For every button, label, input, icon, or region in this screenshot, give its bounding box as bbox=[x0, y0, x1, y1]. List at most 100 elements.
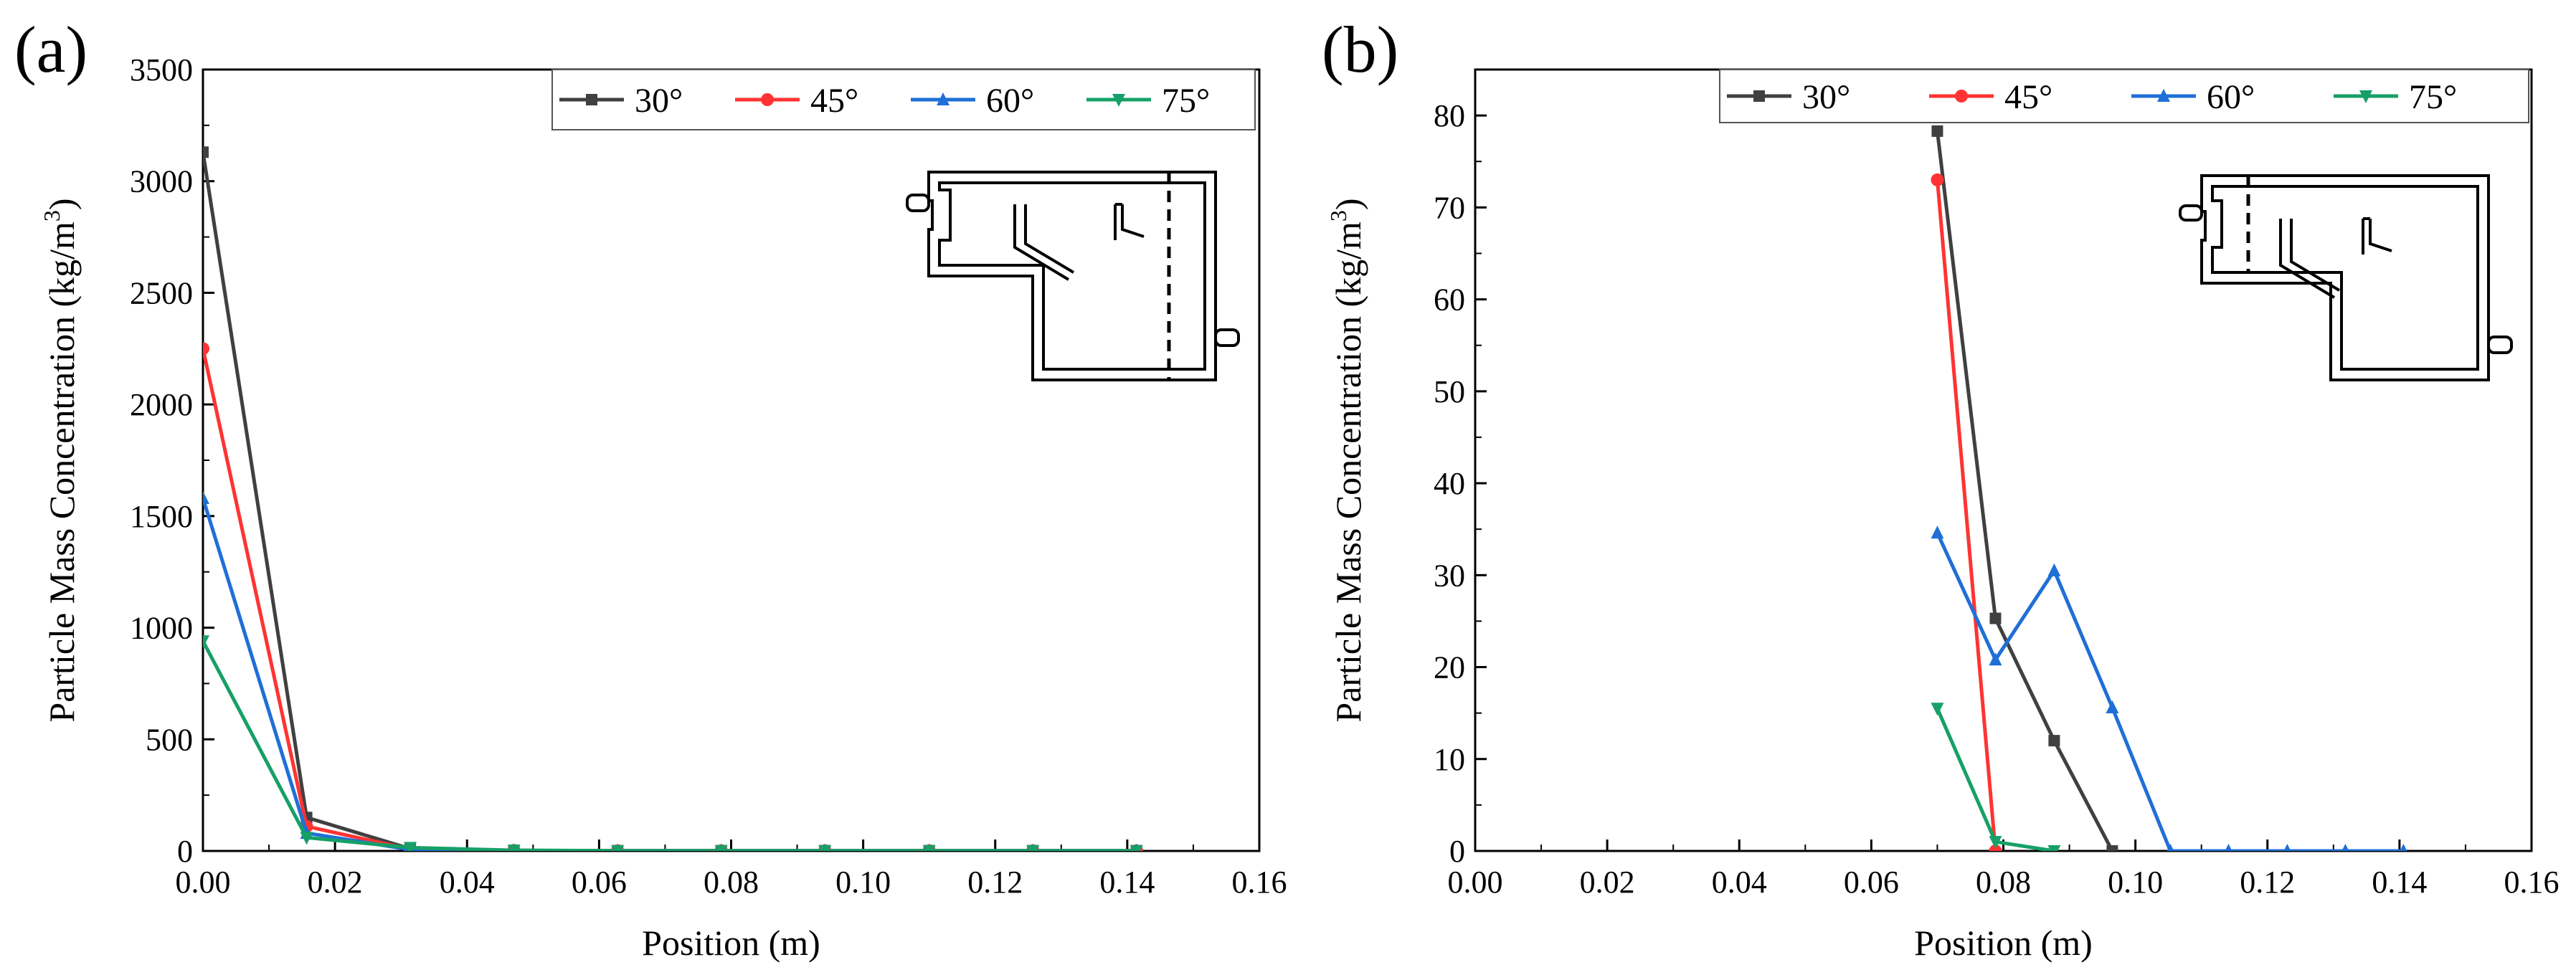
y-tick-label: 0 bbox=[1449, 834, 1465, 869]
data-point bbox=[2106, 845, 2118, 851]
legend-label: 60° bbox=[2207, 78, 2255, 116]
data-point bbox=[203, 490, 209, 504]
data-point bbox=[1931, 525, 1944, 539]
data-point bbox=[1753, 90, 1765, 102]
outlet-pipe bbox=[1214, 328, 1240, 347]
legend-label: 45° bbox=[2004, 78, 2052, 116]
data-point bbox=[714, 845, 728, 851]
x-tick-label: 0.04 bbox=[440, 865, 495, 900]
data-point bbox=[1989, 612, 2002, 624]
chamber-inner-wall bbox=[938, 181, 1206, 371]
legend-label: 75° bbox=[2409, 78, 2457, 116]
data-point bbox=[2283, 844, 2291, 851]
y-axis-label-superscript: 3 bbox=[39, 210, 65, 222]
data-point bbox=[203, 635, 209, 649]
series-45deg bbox=[203, 342, 1143, 851]
x-tick-label: 0.06 bbox=[572, 865, 627, 900]
chamber-inner-wall bbox=[2211, 185, 2479, 371]
chart-panel-a: (a) 0.00 0.02 0.04 0.06 0.08 0.10 0.12 0.14 0.16 0… bbox=[14, 13, 1287, 963]
y-tick-label: 20 bbox=[1434, 650, 1465, 685]
data-point bbox=[1931, 173, 1944, 186]
y-tick-label: 60 bbox=[1434, 282, 1465, 318]
y-tick-label: 50 bbox=[1434, 374, 1465, 409]
data-point bbox=[1955, 90, 1968, 103]
data-point bbox=[761, 93, 774, 106]
data-point bbox=[2359, 90, 2372, 103]
data-point bbox=[1130, 845, 1143, 851]
panel-label: (b) bbox=[1322, 13, 1398, 86]
data-point bbox=[1026, 845, 1040, 851]
series-45deg bbox=[1931, 173, 2002, 851]
series-line bbox=[1936, 708, 2055, 851]
y-tick-label: 3500 bbox=[130, 52, 193, 87]
data-point bbox=[2106, 700, 2119, 713]
series-60deg bbox=[203, 490, 1140, 851]
x-tick-label: 0.12 bbox=[967, 865, 1023, 900]
y-axis-label-main: Particle Mass Concentration (kg/m bbox=[1328, 222, 1368, 723]
inlet-pipe bbox=[906, 194, 930, 212]
series-line bbox=[203, 151, 1137, 851]
y-tick-label: 30 bbox=[1434, 558, 1465, 593]
y-tick-label: 40 bbox=[1434, 466, 1465, 501]
y-axis-label-superscript: 3 bbox=[1325, 210, 1351, 222]
x-tick-label: 0.06 bbox=[1844, 865, 1899, 900]
y-tick-label: 500 bbox=[146, 722, 193, 757]
data-point bbox=[2047, 845, 2061, 851]
series-30deg bbox=[203, 146, 1142, 851]
y-tick-label: 80 bbox=[1434, 98, 1465, 133]
x-tick-label: 0.14 bbox=[2372, 865, 2427, 900]
data-point bbox=[203, 342, 209, 356]
data-point bbox=[1931, 703, 1944, 716]
panel-label: (a) bbox=[14, 13, 87, 86]
data-point bbox=[2341, 844, 2349, 851]
y-tick-label: 0 bbox=[177, 834, 193, 869]
series-75deg bbox=[203, 635, 1143, 851]
legend-label: 30° bbox=[1802, 78, 1850, 116]
x-tick-label: 0.08 bbox=[1976, 865, 2031, 900]
data-point bbox=[1112, 94, 1125, 107]
plot-frame bbox=[202, 68, 1261, 852]
outlet-pipe bbox=[2487, 336, 2513, 354]
series-30deg bbox=[1931, 125, 2118, 851]
data-point bbox=[2047, 563, 2061, 576]
baffle-right bbox=[1114, 203, 1145, 240]
data-point bbox=[300, 832, 313, 845]
series-60deg bbox=[1931, 525, 2407, 851]
data-point bbox=[203, 146, 209, 158]
y-axis-label-tail: ) bbox=[42, 198, 82, 210]
legend-label: 75° bbox=[1162, 82, 1210, 120]
data-point bbox=[1989, 836, 2002, 850]
x-tick-label: 0.10 bbox=[835, 865, 891, 900]
baffle-left bbox=[1013, 204, 1075, 281]
x-tick-label: 0.08 bbox=[704, 865, 759, 900]
data-point bbox=[586, 94, 597, 105]
y-tick-label: 2000 bbox=[130, 387, 193, 422]
data-point bbox=[1931, 125, 1943, 137]
x-tick-label: 0.00 bbox=[176, 865, 231, 900]
x-tick-label: 0.02 bbox=[1580, 865, 1635, 900]
x-tick-label: 0.14 bbox=[1099, 865, 1155, 900]
x-tick-label: 0.04 bbox=[1712, 865, 1767, 900]
x-tick-label: 0.16 bbox=[1232, 865, 1287, 900]
x-axis-label: Position (m) bbox=[1914, 923, 2093, 963]
data-point bbox=[2048, 735, 2060, 747]
data-point bbox=[1989, 652, 2002, 666]
series-line bbox=[1935, 130, 2114, 851]
data-point bbox=[937, 92, 950, 105]
x-tick-label: 0.10 bbox=[2108, 865, 2163, 900]
x-tick-label: 0.12 bbox=[2240, 865, 2295, 900]
data-point bbox=[611, 845, 625, 851]
legend: 30° 45° 60° 75° bbox=[551, 69, 1256, 130]
x-tick-label: 0.00 bbox=[1448, 865, 1503, 900]
chart-panel-b: (b) 0.00 0.02 0.04 0.06 0.08 0.10 0.12 0.14 0.16 0… bbox=[1322, 13, 2560, 963]
y-tick-label: 1500 bbox=[130, 499, 193, 534]
series-line bbox=[203, 348, 1137, 851]
data-point bbox=[2400, 844, 2407, 851]
data-point bbox=[922, 845, 936, 851]
inset-schematic bbox=[2179, 174, 2513, 381]
series-line bbox=[203, 498, 1137, 851]
y-tick-label: 70 bbox=[1434, 190, 1465, 225]
inset-schematic bbox=[906, 171, 1240, 381]
x-tick-label: 0.16 bbox=[2504, 865, 2560, 900]
